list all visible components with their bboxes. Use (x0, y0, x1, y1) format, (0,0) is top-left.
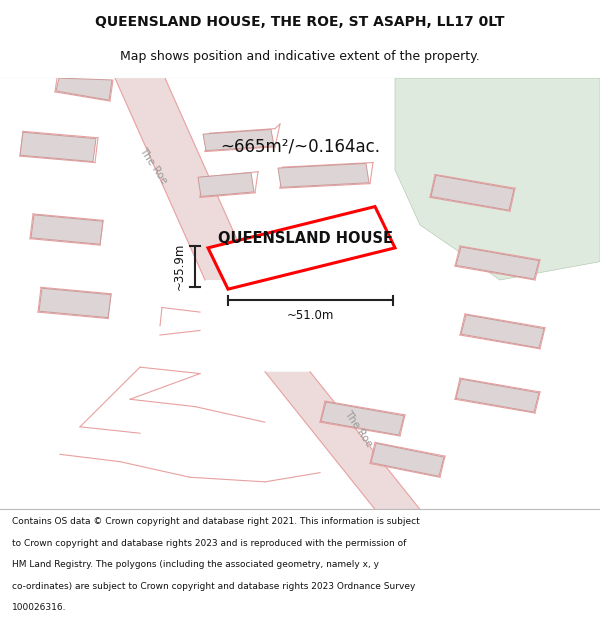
Polygon shape (431, 176, 514, 210)
Text: HM Land Registry. The polygons (including the associated geometry, namely x, y: HM Land Registry. The polygons (includin… (12, 560, 379, 569)
Polygon shape (456, 247, 539, 279)
Polygon shape (203, 129, 274, 151)
Polygon shape (20, 132, 96, 162)
Polygon shape (31, 215, 103, 244)
Text: ~665m²/~0.164ac.: ~665m²/~0.164ac. (220, 138, 380, 156)
Polygon shape (39, 288, 111, 318)
Text: co-ordinates) are subject to Crown copyright and database rights 2023 Ordnance S: co-ordinates) are subject to Crown copyr… (12, 582, 415, 591)
Polygon shape (371, 443, 444, 476)
Polygon shape (198, 173, 254, 196)
Text: QUEENSLAND HOUSE: QUEENSLAND HOUSE (218, 231, 392, 246)
Polygon shape (56, 78, 112, 100)
Polygon shape (461, 315, 544, 348)
Polygon shape (321, 402, 404, 435)
Text: ~35.9m: ~35.9m (173, 243, 186, 291)
Polygon shape (395, 78, 600, 280)
Polygon shape (278, 164, 369, 188)
Text: ~51.0m: ~51.0m (287, 309, 334, 322)
Text: to Crown copyright and database rights 2023 and is reproduced with the permissio: to Crown copyright and database rights 2… (12, 539, 406, 548)
Text: The Roe: The Roe (342, 409, 374, 449)
Polygon shape (456, 379, 539, 412)
Text: Contains OS data © Crown copyright and database right 2021. This information is : Contains OS data © Crown copyright and d… (12, 518, 420, 526)
Polygon shape (208, 207, 395, 289)
Text: QUEENSLAND HOUSE, THE ROE, ST ASAPH, LL17 0LT: QUEENSLAND HOUSE, THE ROE, ST ASAPH, LL1… (95, 15, 505, 29)
Text: Map shows position and indicative extent of the property.: Map shows position and indicative extent… (120, 50, 480, 62)
Text: The Roe: The Roe (137, 145, 169, 186)
Text: 100026316.: 100026316. (12, 603, 67, 612)
Polygon shape (265, 372, 420, 509)
Polygon shape (115, 78, 255, 280)
